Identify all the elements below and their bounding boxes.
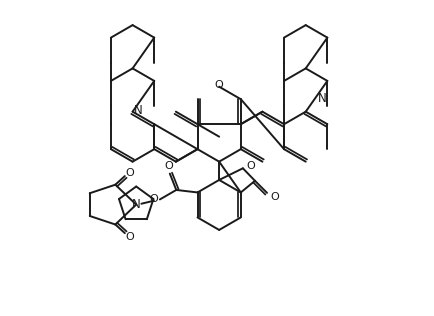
Text: O: O — [149, 194, 158, 204]
Text: O: O — [125, 167, 134, 178]
Text: O: O — [270, 192, 279, 202]
Text: N: N — [318, 92, 326, 105]
Text: N: N — [133, 104, 142, 117]
Text: O: O — [125, 232, 134, 241]
Text: O: O — [215, 80, 224, 89]
Text: O: O — [246, 161, 255, 171]
Text: O: O — [164, 161, 173, 171]
Text: N: N — [132, 198, 141, 211]
